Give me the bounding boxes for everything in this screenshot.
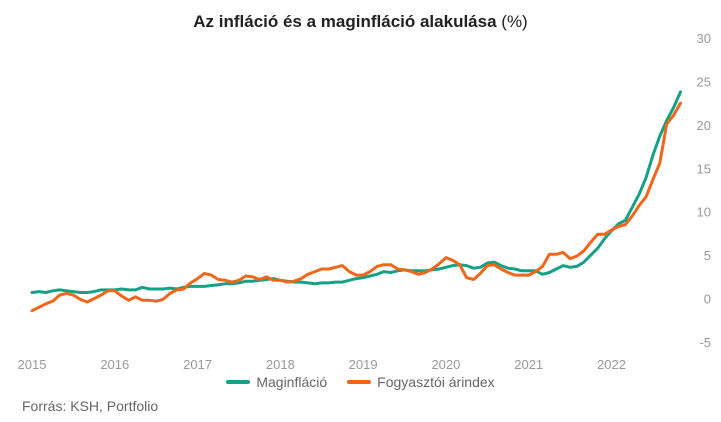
y-tick-label: 10 xyxy=(697,205,711,220)
y-tick-label: -5 xyxy=(699,335,711,350)
x-tick-label: 2021 xyxy=(514,357,543,370)
legend: Maginfláció Fogyasztói árindex xyxy=(0,374,721,390)
x-tick-label: 2015 xyxy=(18,357,47,370)
y-axis: 30 25 20 15 10 5 0 -5 xyxy=(697,31,711,350)
x-tick-label: 2020 xyxy=(431,357,460,370)
y-tick-label: 5 xyxy=(704,248,711,263)
chart-title-unit: (%) xyxy=(501,12,528,31)
source-note: Forrás: KSH, Portfolio xyxy=(22,398,159,414)
x-tick-label: 2018 xyxy=(266,357,295,370)
x-tick-label: 2022 xyxy=(597,357,626,370)
legend-item-fogyasztoi-arindex: Fogyasztói árindex xyxy=(347,374,495,390)
x-tick-label: 2017 xyxy=(183,357,212,370)
legend-swatch-maginflacio xyxy=(226,380,251,384)
x-tick-label: 2019 xyxy=(349,357,378,370)
series-line-fogyasztoi-arindex xyxy=(30,101,682,313)
y-tick-label: 30 xyxy=(697,31,711,46)
x-axis: 2015 2016 2017 2018 2019 2020 2021 2022 xyxy=(18,357,626,370)
y-tick-label: 15 xyxy=(697,161,711,176)
legend-label-maginflacio: Maginfláció xyxy=(256,374,328,390)
chart-title-main: Az infláció és a maginfláció alakulása xyxy=(193,12,497,31)
legend-swatch-fogyasztoi-arindex xyxy=(347,380,372,384)
legend-item-maginflacio: Maginfláció xyxy=(226,374,327,390)
x-tick-label: 2016 xyxy=(100,357,129,370)
y-tick-label: 25 xyxy=(697,74,711,89)
y-tick-label: 0 xyxy=(704,292,711,307)
series-lines xyxy=(30,90,682,313)
chart-title: Az infláció és a maginfláció alakulása (… xyxy=(0,12,721,32)
legend-label-fogyasztoi-arindex: Fogyasztói árindex xyxy=(377,374,495,390)
y-tick-label: 20 xyxy=(697,118,711,133)
series-line-maginflacio xyxy=(30,90,682,294)
